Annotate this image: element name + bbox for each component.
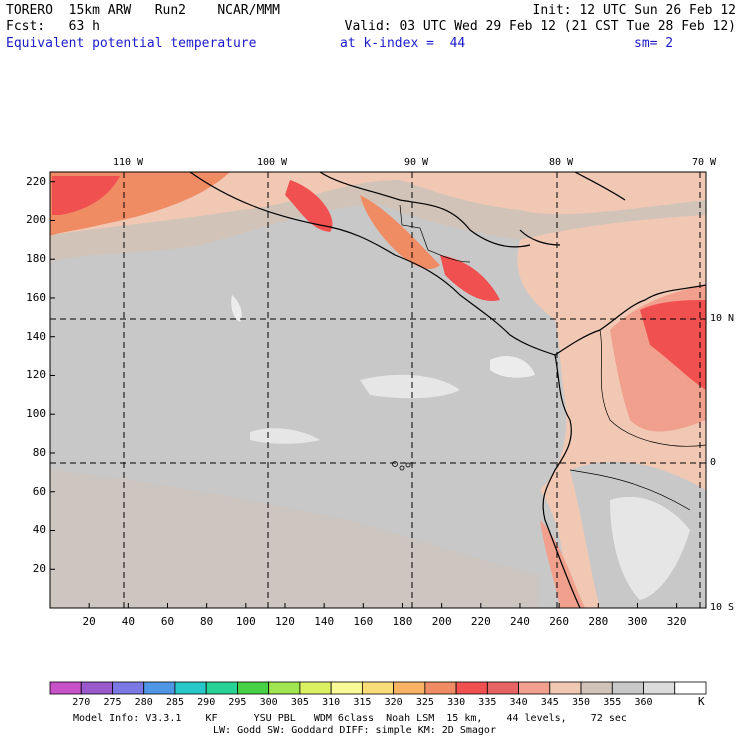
level-label: at k-index = 44 <box>340 36 466 51</box>
plot-frame <box>49 171 707 609</box>
field-warm-guatemala <box>360 195 440 270</box>
field-hot-mexico <box>285 180 333 232</box>
latitude-label: 10 S <box>710 602 735 613</box>
lat-lon-grid <box>50 172 706 608</box>
colorbar-label: 310 <box>322 697 341 708</box>
smoothing-label: sm= 2 <box>634 36 674 51</box>
y-tick-label: 20 <box>32 562 46 576</box>
coast-mexico-gulf <box>319 172 531 248</box>
latitude-label: 10 N <box>710 313 735 324</box>
field-amazon-light <box>610 496 690 600</box>
x-tick-label: 20 <box>82 615 96 628</box>
x-tick-label: 120 <box>275 615 295 628</box>
colorbar-label: 355 <box>603 697 622 708</box>
galapagos-islands <box>392 461 411 471</box>
colorbar-label: 275 <box>103 697 122 708</box>
colorbar-label: 300 <box>259 697 278 708</box>
field-hot-venezuela <box>640 300 706 390</box>
colorbar-label: 330 <box>447 697 466 708</box>
x-tick-label: 200 <box>431 615 452 628</box>
island-2 <box>399 465 405 471</box>
x-tick-label: 140 <box>314 615 335 628</box>
border-1 <box>399 204 429 251</box>
island-3 <box>405 462 411 468</box>
colorbar-label: 320 <box>384 697 403 708</box>
coast-caribbean <box>574 172 626 201</box>
x-tick-label: 240 <box>510 615 530 628</box>
init-time: Init: 12 UTC Sun 26 Feb 12 <box>532 3 737 18</box>
x-tick-label: 220 <box>470 615 491 628</box>
map-field <box>50 172 706 608</box>
colorbar-unit: K <box>698 695 705 708</box>
coastlines <box>189 172 706 608</box>
colorbar-label: 305 <box>290 697 309 708</box>
colorbar-label: 335 <box>478 697 497 708</box>
colorbar-label: 295 <box>228 697 247 708</box>
colorbar-label: 350 <box>572 697 591 708</box>
y-tick-label: 200 <box>26 213 46 227</box>
valid-time: Valid: 03 UTC Wed 29 Feb 12 (21 CST Tue … <box>344 19 736 34</box>
field-hot-nw <box>52 176 120 215</box>
y-tick-label: 180 <box>26 252 46 266</box>
y-tick-label: 60 <box>32 484 46 498</box>
longitude-label: 90 W <box>403 157 429 168</box>
coast-colombia-north <box>554 284 706 356</box>
field-coast-warm <box>540 520 585 608</box>
forecast-hour: Fcst: 63 h <box>6 19 100 34</box>
border-3 <box>599 329 706 447</box>
border-4 <box>569 469 691 511</box>
coast-central-america <box>189 172 556 356</box>
colorbar-label: 340 <box>509 697 528 708</box>
field-light-4 <box>231 295 242 322</box>
x-tick-label: 100 <box>235 615 256 628</box>
colorbar-label: 280 <box>134 697 153 708</box>
x-tick-label: 280 <box>588 615 609 628</box>
field-light-1 <box>360 374 460 399</box>
field-pacific-tan <box>50 470 540 608</box>
y-tick-label: 40 <box>32 523 46 537</box>
y-tick-label: 160 <box>26 290 46 304</box>
x-tick-label: 160 <box>353 615 374 628</box>
longitude-label: 70 W <box>691 157 717 168</box>
field-hot-honduras <box>440 255 500 301</box>
x-tick-label: 300 <box>627 615 648 628</box>
colorbar-label: 315 <box>353 697 372 708</box>
x-tick-label: 80 <box>200 615 214 628</box>
coast-south-america-west <box>542 354 581 608</box>
longitude-label: 110 W <box>112 157 144 168</box>
colorbar-label: 360 <box>634 697 653 708</box>
axis-ticks <box>50 181 678 608</box>
field-light-2 <box>490 355 535 378</box>
borders <box>399 204 706 511</box>
x-tick-label: 60 <box>160 615 175 628</box>
y-tick-label: 120 <box>26 368 46 382</box>
model-info: Model Info: V3.3.1 KF YSU PBL WDM 6class… <box>73 713 627 724</box>
longitude-label: 100 W <box>256 157 288 168</box>
x-tick-label: 180 <box>392 615 413 628</box>
field-name: Equivalent potential temperature <box>6 36 257 51</box>
colorbar-label: 270 <box>72 697 91 708</box>
x-tick-label: 260 <box>549 615 570 628</box>
physics-info: LW: Godd SW: Goddard DIFF: simple KM: 2D… <box>213 725 496 736</box>
header-title: TORERO 15km ARW Run2 NCAR/MMM <box>6 3 280 18</box>
colorbar-label: 285 <box>165 697 184 708</box>
coast-cuba <box>519 229 561 246</box>
border-2 <box>427 249 471 263</box>
latitude-label: 0 <box>710 457 717 468</box>
colorbar-label: 290 <box>197 697 216 708</box>
x-tick-label: 320 <box>666 615 687 628</box>
y-tick-label: 80 <box>32 445 46 459</box>
colorbar-label: 325 <box>415 697 434 708</box>
colorbar-label: 345 <box>540 697 559 708</box>
y-tick-label: 140 <box>26 329 46 343</box>
y-tick-label: 220 <box>26 174 46 188</box>
y-tick-label: 100 <box>26 407 46 421</box>
longitude-label: 80 W <box>548 157 574 168</box>
island-1 <box>392 461 398 467</box>
x-tick-label: 40 <box>121 615 135 628</box>
